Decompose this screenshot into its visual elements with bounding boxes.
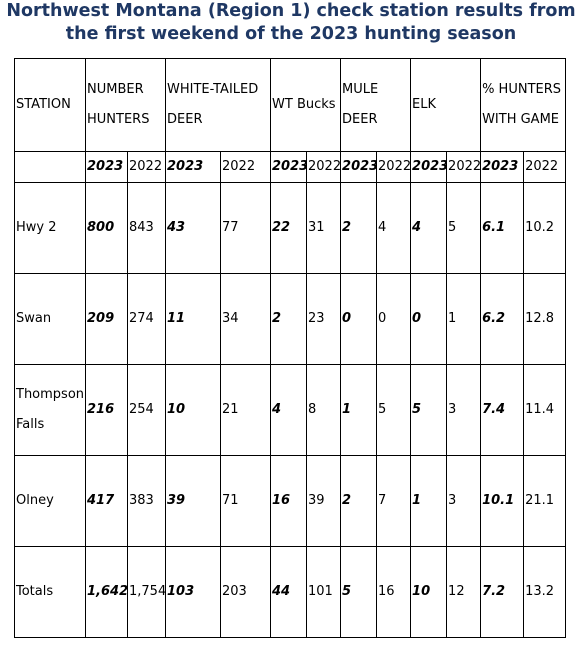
value-cell: 209 [85,273,128,365]
title-line: the first weekend of the 2023 hunting se… [65,24,517,44]
value-cell: 1,754 [127,546,166,638]
station-cell: Swan [14,273,86,365]
data-row: Swan 209 274 11 34 2 23 0 0 0 1 6.2 12.8 [14,273,567,365]
station-cell: Olney [14,455,86,547]
value-cell: 34 [219,273,272,365]
value-cell: 5 [376,364,412,456]
value-cell: 10 [410,546,448,638]
value-cell: 71 [219,455,272,547]
title-line: Northwest Montana (Region 1) check stati… [6,1,576,21]
year-header: 2022 [306,151,342,183]
value-cell: 77 [219,182,272,274]
value-cell: 216 [85,364,128,456]
value-cell: 39 [306,455,342,547]
value-cell: 1 [340,364,378,456]
column-header: STATION [14,58,86,152]
value-cell: 6.1 [480,182,525,274]
data-row: Hwy 2 800 843 43 77 22 31 2 4 4 5 6.1 10.2 [14,182,567,274]
value-cell: 4 [376,182,412,274]
value-cell: 39 [165,455,221,547]
value-cell: 800 [85,182,128,274]
value-cell: 1 [446,273,482,365]
value-cell: 10 [165,364,221,456]
value-cell: 44 [270,546,308,638]
year-header: 2023 [85,151,128,183]
data-row: Totals 1,642 1,754 103 203 44 101 5 16 10 12 7.2 13.… [14,546,567,638]
value-cell: 103 [165,546,221,638]
year-header: 2023 [410,151,448,183]
value-cell: 0 [410,273,448,365]
year-header: 2023 [480,151,525,183]
value-cell: 11 [165,273,221,365]
value-cell: 16 [376,546,412,638]
year-header: 2023 [340,151,378,183]
value-cell: 254 [127,364,166,456]
value-cell: 11.4 [523,364,567,456]
value-cell: 4 [270,364,308,456]
value-cell: 1,642 [85,546,128,638]
year-header: 2022 [127,151,166,183]
value-cell: 2 [270,273,308,365]
value-cell: 10.2 [523,182,567,274]
year-header: 2022 [376,151,412,183]
value-cell: 43 [165,182,221,274]
value-cell: 1 [410,455,448,547]
column-header: MULE DEER [340,58,412,152]
value-cell: 2 [340,455,378,547]
value-cell: 274 [127,273,166,365]
value-cell: 7.4 [480,364,525,456]
column-header: NUMBER HUNTERS [85,58,166,152]
year-header: 2022 [219,151,272,183]
column-header: ELK [410,58,482,152]
empty-cell [14,151,86,183]
value-cell: 383 [127,455,166,547]
title: Northwest Montana (Region 1) check stati… [0,0,582,46]
value-cell: 203 [219,546,272,638]
data-row: Thompson Falls 216 254 10 21 4 8 1 5 5 3 7.4 11.4 [14,364,567,456]
year-header: 2022 [523,151,567,183]
value-cell: 3 [446,455,482,547]
year-row: 2023 2022 2023 2022 2023 2022 2023 2022 2023 2022… [14,151,567,183]
station-cell: Thompson Falls [14,364,86,456]
value-cell: 6.2 [480,273,525,365]
header-row: STATION NUMBER HUNTERS WHITE-TAILED DEER WT… [14,58,567,152]
column-header: % HUNTERS WITH GAME [480,58,567,152]
value-cell: 2 [340,182,378,274]
value-cell: 3 [446,364,482,456]
results-table: STATION NUMBER HUNTERS WHITE-TAILED DEER WT… [14,58,567,638]
column-header: WT Bucks [270,58,342,152]
value-cell: 12 [446,546,482,638]
data-row: Olney 417 383 39 71 16 39 2 7 1 3 10.1 21.1 [14,455,567,547]
value-cell: 21 [219,364,272,456]
value-cell: 23 [306,273,342,365]
year-header: 2023 [270,151,308,183]
value-cell: 31 [306,182,342,274]
value-cell: 5 [446,182,482,274]
value-cell: 417 [85,455,128,547]
station-cell: Hwy 2 [14,182,86,274]
year-header: 2022 [446,151,482,183]
year-header: 2023 [165,151,221,183]
value-cell: 5 [340,546,378,638]
table-body: STATION NUMBER HUNTERS WHITE-TAILED DEER WT… [14,58,567,638]
value-cell: 0 [340,273,378,365]
value-cell: 5 [410,364,448,456]
value-cell: 843 [127,182,166,274]
value-cell: 8 [306,364,342,456]
value-cell: 12.8 [523,273,567,365]
value-cell: 21.1 [523,455,567,547]
station-cell: Totals [14,546,86,638]
value-cell: 13.2 [523,546,567,638]
value-cell: 0 [376,273,412,365]
value-cell: 16 [270,455,308,547]
value-cell: 101 [306,546,342,638]
value-cell: 4 [410,182,448,274]
value-cell: 7.2 [480,546,525,638]
value-cell: 7 [376,455,412,547]
value-cell: 22 [270,182,308,274]
value-cell: 10.1 [480,455,525,547]
column-header: WHITE-TAILED DEER [164,58,272,152]
